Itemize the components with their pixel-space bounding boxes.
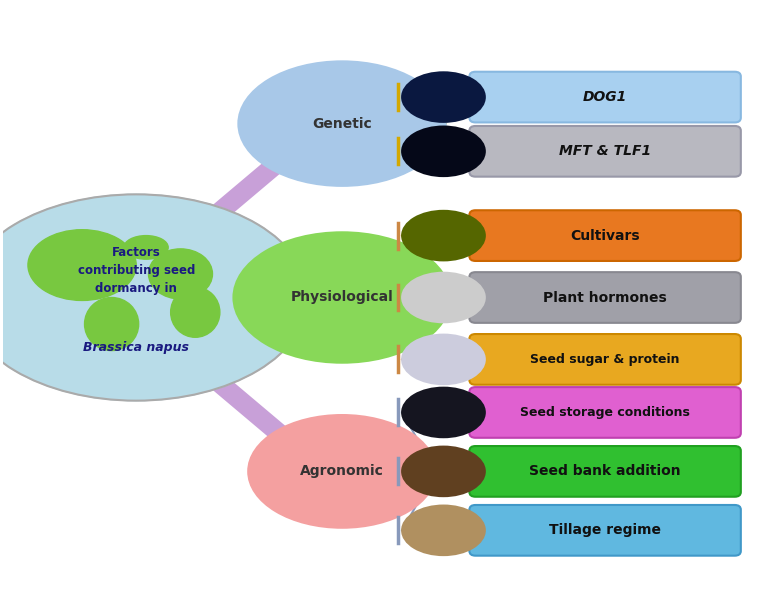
FancyBboxPatch shape [469, 334, 741, 385]
Text: Agronomic: Agronomic [300, 464, 384, 478]
FancyBboxPatch shape [469, 505, 741, 556]
FancyBboxPatch shape [469, 272, 741, 323]
Ellipse shape [239, 62, 445, 186]
FancyArrowPatch shape [214, 379, 286, 440]
Ellipse shape [170, 287, 220, 337]
Text: Genetic: Genetic [312, 117, 372, 131]
FancyBboxPatch shape [469, 126, 741, 177]
Text: Seed sugar & protein: Seed sugar & protein [531, 353, 680, 366]
Ellipse shape [28, 230, 136, 300]
FancyBboxPatch shape [469, 387, 741, 438]
Text: Seed storage conditions: Seed storage conditions [520, 406, 690, 419]
Text: Tillage regime: Tillage regime [549, 524, 661, 537]
Text: Brassica napus: Brassica napus [83, 341, 189, 354]
Text: DOG1: DOG1 [583, 90, 627, 104]
Text: Factors
contributing seed
dormancy in: Factors contributing seed dormancy in [78, 246, 195, 296]
Ellipse shape [402, 211, 485, 261]
Ellipse shape [84, 298, 139, 350]
Ellipse shape [402, 127, 485, 176]
Ellipse shape [402, 273, 485, 322]
Text: MFT & TLF1: MFT & TLF1 [559, 145, 651, 158]
FancyBboxPatch shape [469, 210, 741, 261]
FancyBboxPatch shape [469, 446, 741, 497]
Ellipse shape [402, 506, 485, 555]
Text: Physiological: Physiological [291, 290, 393, 305]
Ellipse shape [402, 73, 485, 122]
Ellipse shape [233, 233, 450, 362]
Text: Seed bank addition: Seed bank addition [529, 464, 681, 478]
Ellipse shape [249, 415, 435, 527]
Text: Cultivars: Cultivars [571, 228, 640, 243]
Ellipse shape [0, 195, 309, 400]
Text: Plant hormones: Plant hormones [543, 290, 667, 305]
Ellipse shape [402, 447, 485, 496]
FancyArrowPatch shape [261, 295, 306, 300]
FancyArrowPatch shape [214, 155, 286, 216]
Ellipse shape [124, 236, 168, 259]
Ellipse shape [402, 388, 485, 437]
Ellipse shape [148, 249, 213, 299]
Ellipse shape [402, 334, 485, 384]
FancyBboxPatch shape [469, 72, 741, 123]
